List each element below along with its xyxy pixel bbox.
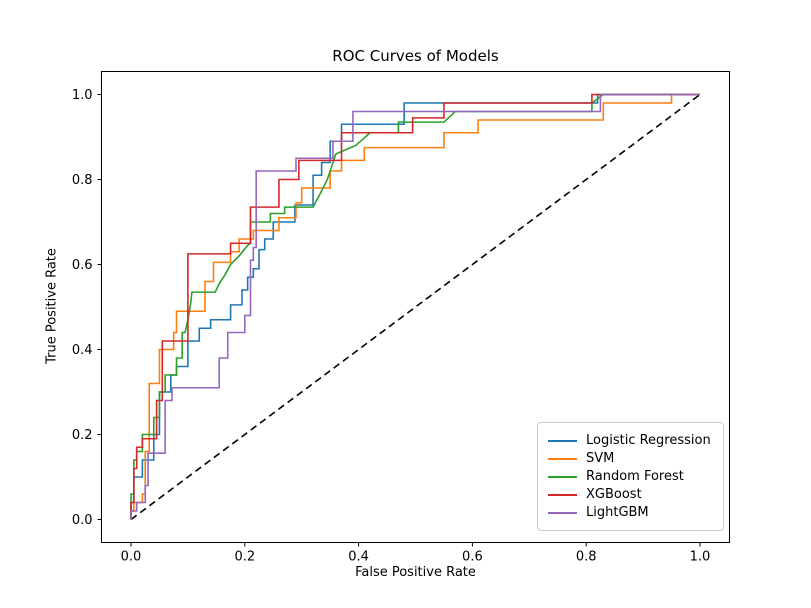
legend-label: Random Forest <box>586 469 684 484</box>
legend-item: SVM <box>548 450 713 468</box>
legend-label: LightGBM <box>586 505 649 520</box>
plot-border <box>101 71 730 543</box>
reference-line-layer <box>130 93 701 521</box>
y-tick-label: 1.0 <box>72 88 93 103</box>
x-tick-label: 1.0 <box>690 550 711 565</box>
legend-label: XGBoost <box>586 487 642 502</box>
roc-curve-lightgbm <box>130 93 700 520</box>
chance-diagonal <box>130 93 701 521</box>
legend-line-sample <box>548 476 577 478</box>
x-axis-label: False Positive Rate <box>355 565 476 580</box>
curves-layer <box>130 93 700 520</box>
legend-item: Random Forest <box>548 468 713 486</box>
x-tick-label: 0.8 <box>576 550 597 565</box>
y-tick-label: 0.0 <box>72 513 93 528</box>
roc-curve-svm <box>130 93 700 520</box>
roc-curve-xgboost <box>130 93 700 520</box>
y-tick-label: 0.6 <box>72 258 93 273</box>
legend-line-sample <box>548 458 577 460</box>
legend-label: SVM <box>586 451 615 466</box>
chart-title: ROC Curves of Models <box>332 47 499 65</box>
legend-line-sample <box>548 440 577 442</box>
y-tick-label: 0.2 <box>72 428 93 443</box>
legend-item: XGBoost <box>548 486 713 504</box>
legend-label: Logistic Regression <box>586 433 711 448</box>
axes-layer: 0.0 0.2 0.4 0.6 0.8 1.0 0.0 0.2 0.4 0.6 0.8 1.0 <box>72 71 730 565</box>
x-tick-label: 0.4 <box>348 550 369 565</box>
legend-item: LightGBM <box>548 504 713 522</box>
y-tick-label: 0.8 <box>72 173 93 188</box>
x-tick-label: 0.6 <box>462 550 483 565</box>
roc-curve-logistic-regression <box>130 93 700 520</box>
y-tick-label: 0.4 <box>72 343 93 358</box>
legend-line-sample <box>548 494 577 496</box>
x-tick-label: 0.0 <box>121 550 142 565</box>
legend-item: Logistic Regression <box>548 432 713 450</box>
x-tick-label: 0.2 <box>234 550 255 565</box>
y-axis-label: True Positive Rate <box>44 248 60 364</box>
legend-line-sample <box>548 512 577 514</box>
legend: Logistic Regression SVM Random Forest XGBoo… <box>537 422 724 531</box>
